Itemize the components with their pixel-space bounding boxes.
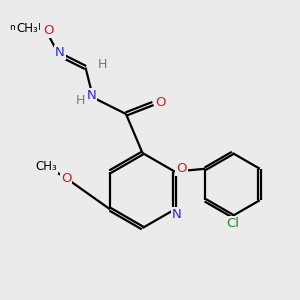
Text: H: H xyxy=(76,94,85,107)
Text: methyl: methyl xyxy=(10,22,41,32)
Text: methyl: methyl xyxy=(0,299,1,300)
Text: O: O xyxy=(61,172,71,185)
Text: N: N xyxy=(55,46,65,59)
Text: CH₃: CH₃ xyxy=(36,160,57,173)
Text: methoxy: methoxy xyxy=(0,299,1,300)
Text: methoxy: methoxy xyxy=(0,299,1,300)
Text: O: O xyxy=(155,95,166,109)
Text: N: N xyxy=(172,208,182,221)
Text: methyl: methyl xyxy=(22,27,26,28)
Text: O: O xyxy=(43,23,53,37)
Text: CH₃: CH₃ xyxy=(16,22,38,35)
Text: O: O xyxy=(176,161,187,175)
Text: N: N xyxy=(87,89,96,103)
Text: Cl: Cl xyxy=(226,217,239,230)
Text: H: H xyxy=(97,58,107,71)
